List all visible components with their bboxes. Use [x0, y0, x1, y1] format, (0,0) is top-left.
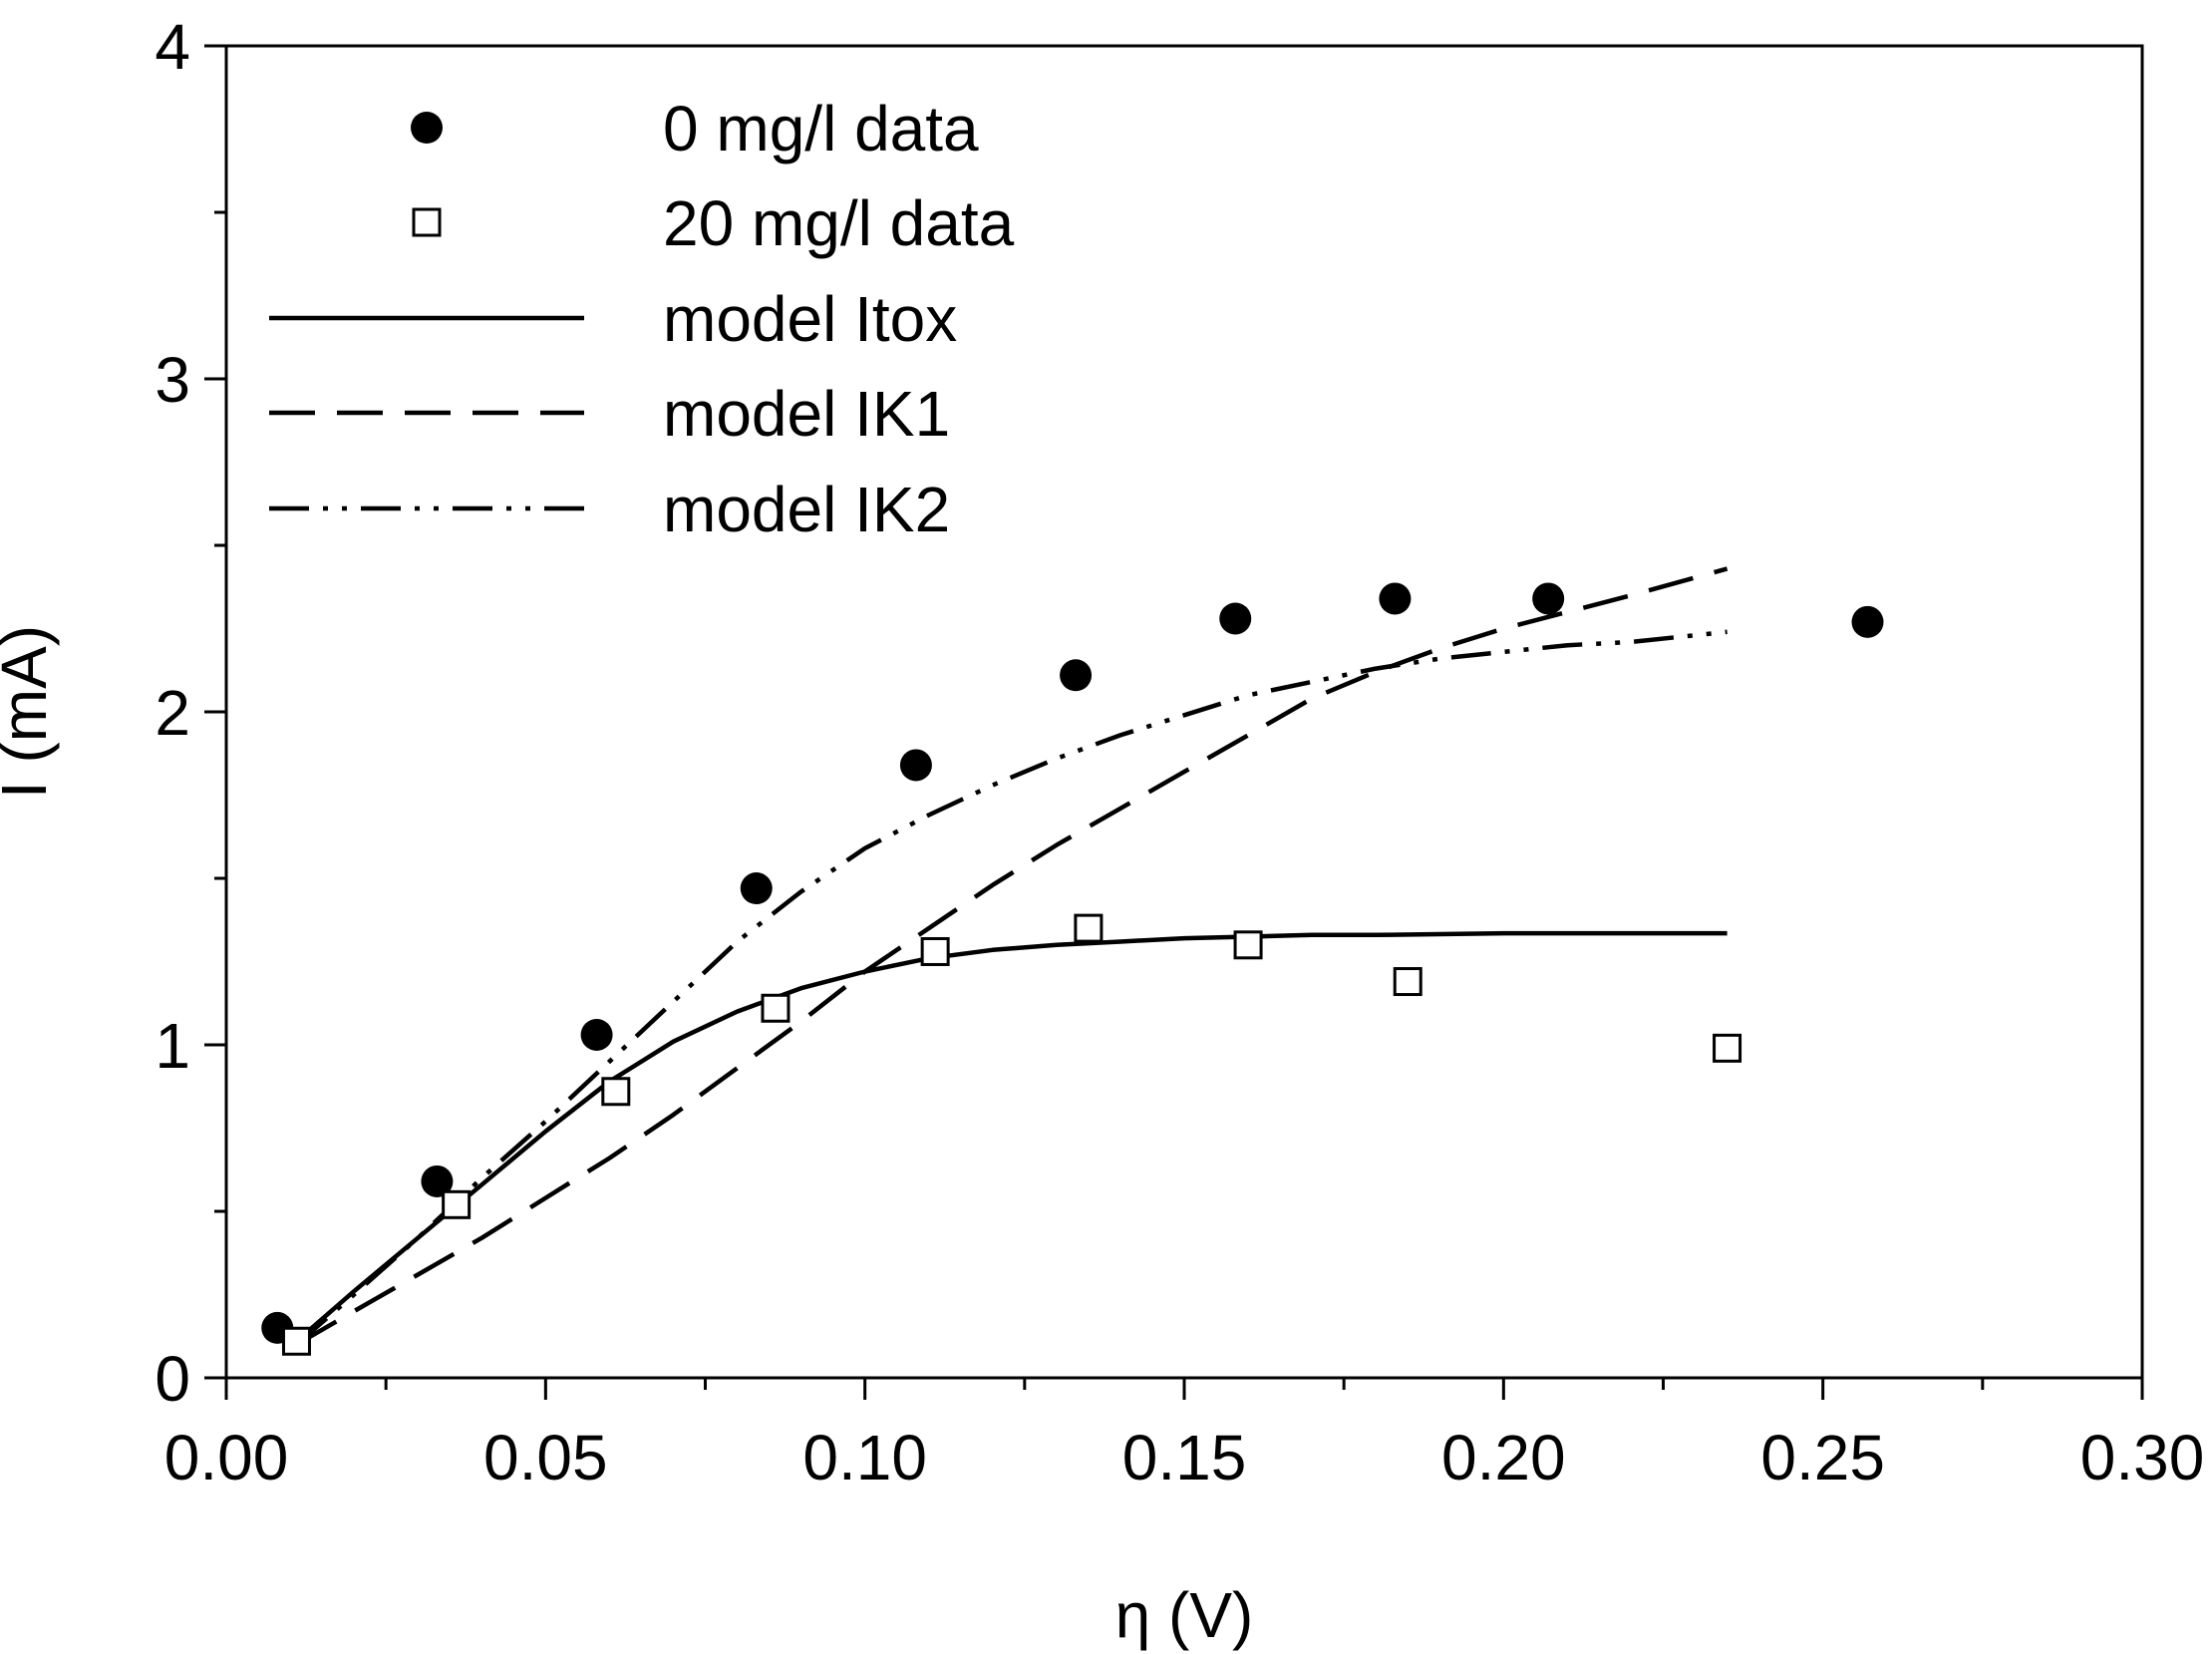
data-point-20mg [1713, 1033, 1742, 1063]
data-point-20mg [1393, 967, 1422, 997]
legend-label: 20 mg/l data [663, 187, 1015, 259]
x-tick-label: 0.10 [802, 1422, 927, 1493]
y-tick-label: 0 [155, 1343, 190, 1415]
y-tick-label: 3 [155, 344, 190, 416]
plot-frame [224, 44, 2144, 1380]
legend-item: model IK1 [269, 378, 950, 450]
data-point-0mg [421, 1164, 454, 1197]
data-point-20mg [281, 1326, 311, 1356]
series-line-model-ik1 [295, 566, 1729, 1347]
legend-item: 0 mg/l data [411, 93, 979, 165]
y-axis-label: I (mA) [0, 625, 60, 799]
x-tick-label: 0.00 [164, 1422, 289, 1493]
data-point-20mg [1233, 930, 1263, 960]
y-tick-label: 4 [155, 11, 190, 83]
x-axis-label: η (V) [1115, 1579, 1254, 1651]
legend-item: 20 mg/l data [412, 187, 1015, 259]
legend: 0 mg/l data 20 mg/l data model Itox model I… [269, 93, 1015, 545]
data-point-20mg [761, 993, 790, 1023]
x-tick-label: 0.30 [2080, 1422, 2205, 1493]
x-tick-label: 0.20 [1441, 1422, 1566, 1493]
y-tick-label: 2 [155, 677, 190, 749]
data-point-20mg [1074, 913, 1104, 943]
data-point-0mg [580, 1018, 613, 1051]
series-line-model-itox [295, 930, 1728, 1343]
data-point-20mg [601, 1077, 631, 1107]
data-point-0mg [1851, 605, 1884, 638]
legend-label: model IK2 [663, 474, 950, 545]
x-tick-label: 0.15 [1122, 1422, 1247, 1493]
data-point-20mg [920, 936, 950, 966]
legend-label: model Itox [663, 283, 957, 355]
legend-item: model Itox [269, 283, 957, 355]
data-point-0mg [899, 749, 932, 782]
legend-swatch-open-square [412, 207, 442, 237]
data-point-0mg [1060, 659, 1093, 692]
legend-label: 0 mg/l data [663, 93, 979, 165]
y-axis: 0 1 2 3 4 [155, 11, 226, 1415]
x-tick-label: 0.05 [483, 1422, 608, 1493]
y-tick-label: 1 [155, 1010, 190, 1082]
legend-swatch-filled-circle [411, 112, 443, 144]
data-point-0mg [1532, 582, 1565, 615]
data-point-0mg [1219, 602, 1252, 635]
x-tick-label: 0.25 [1760, 1422, 1885, 1493]
data-point-0mg [740, 872, 773, 905]
series-line-model-ik2 [295, 629, 1728, 1347]
data-point-20mg [442, 1189, 472, 1219]
plot-series [261, 566, 1884, 1356]
legend-item: model IK2 [269, 474, 950, 545]
x-axis: 0.00 0.05 0.10 0.15 0.20 0.25 0.30 [164, 1378, 2205, 1493]
legend-label: model IK1 [663, 378, 950, 450]
data-point-0mg [1379, 582, 1412, 615]
